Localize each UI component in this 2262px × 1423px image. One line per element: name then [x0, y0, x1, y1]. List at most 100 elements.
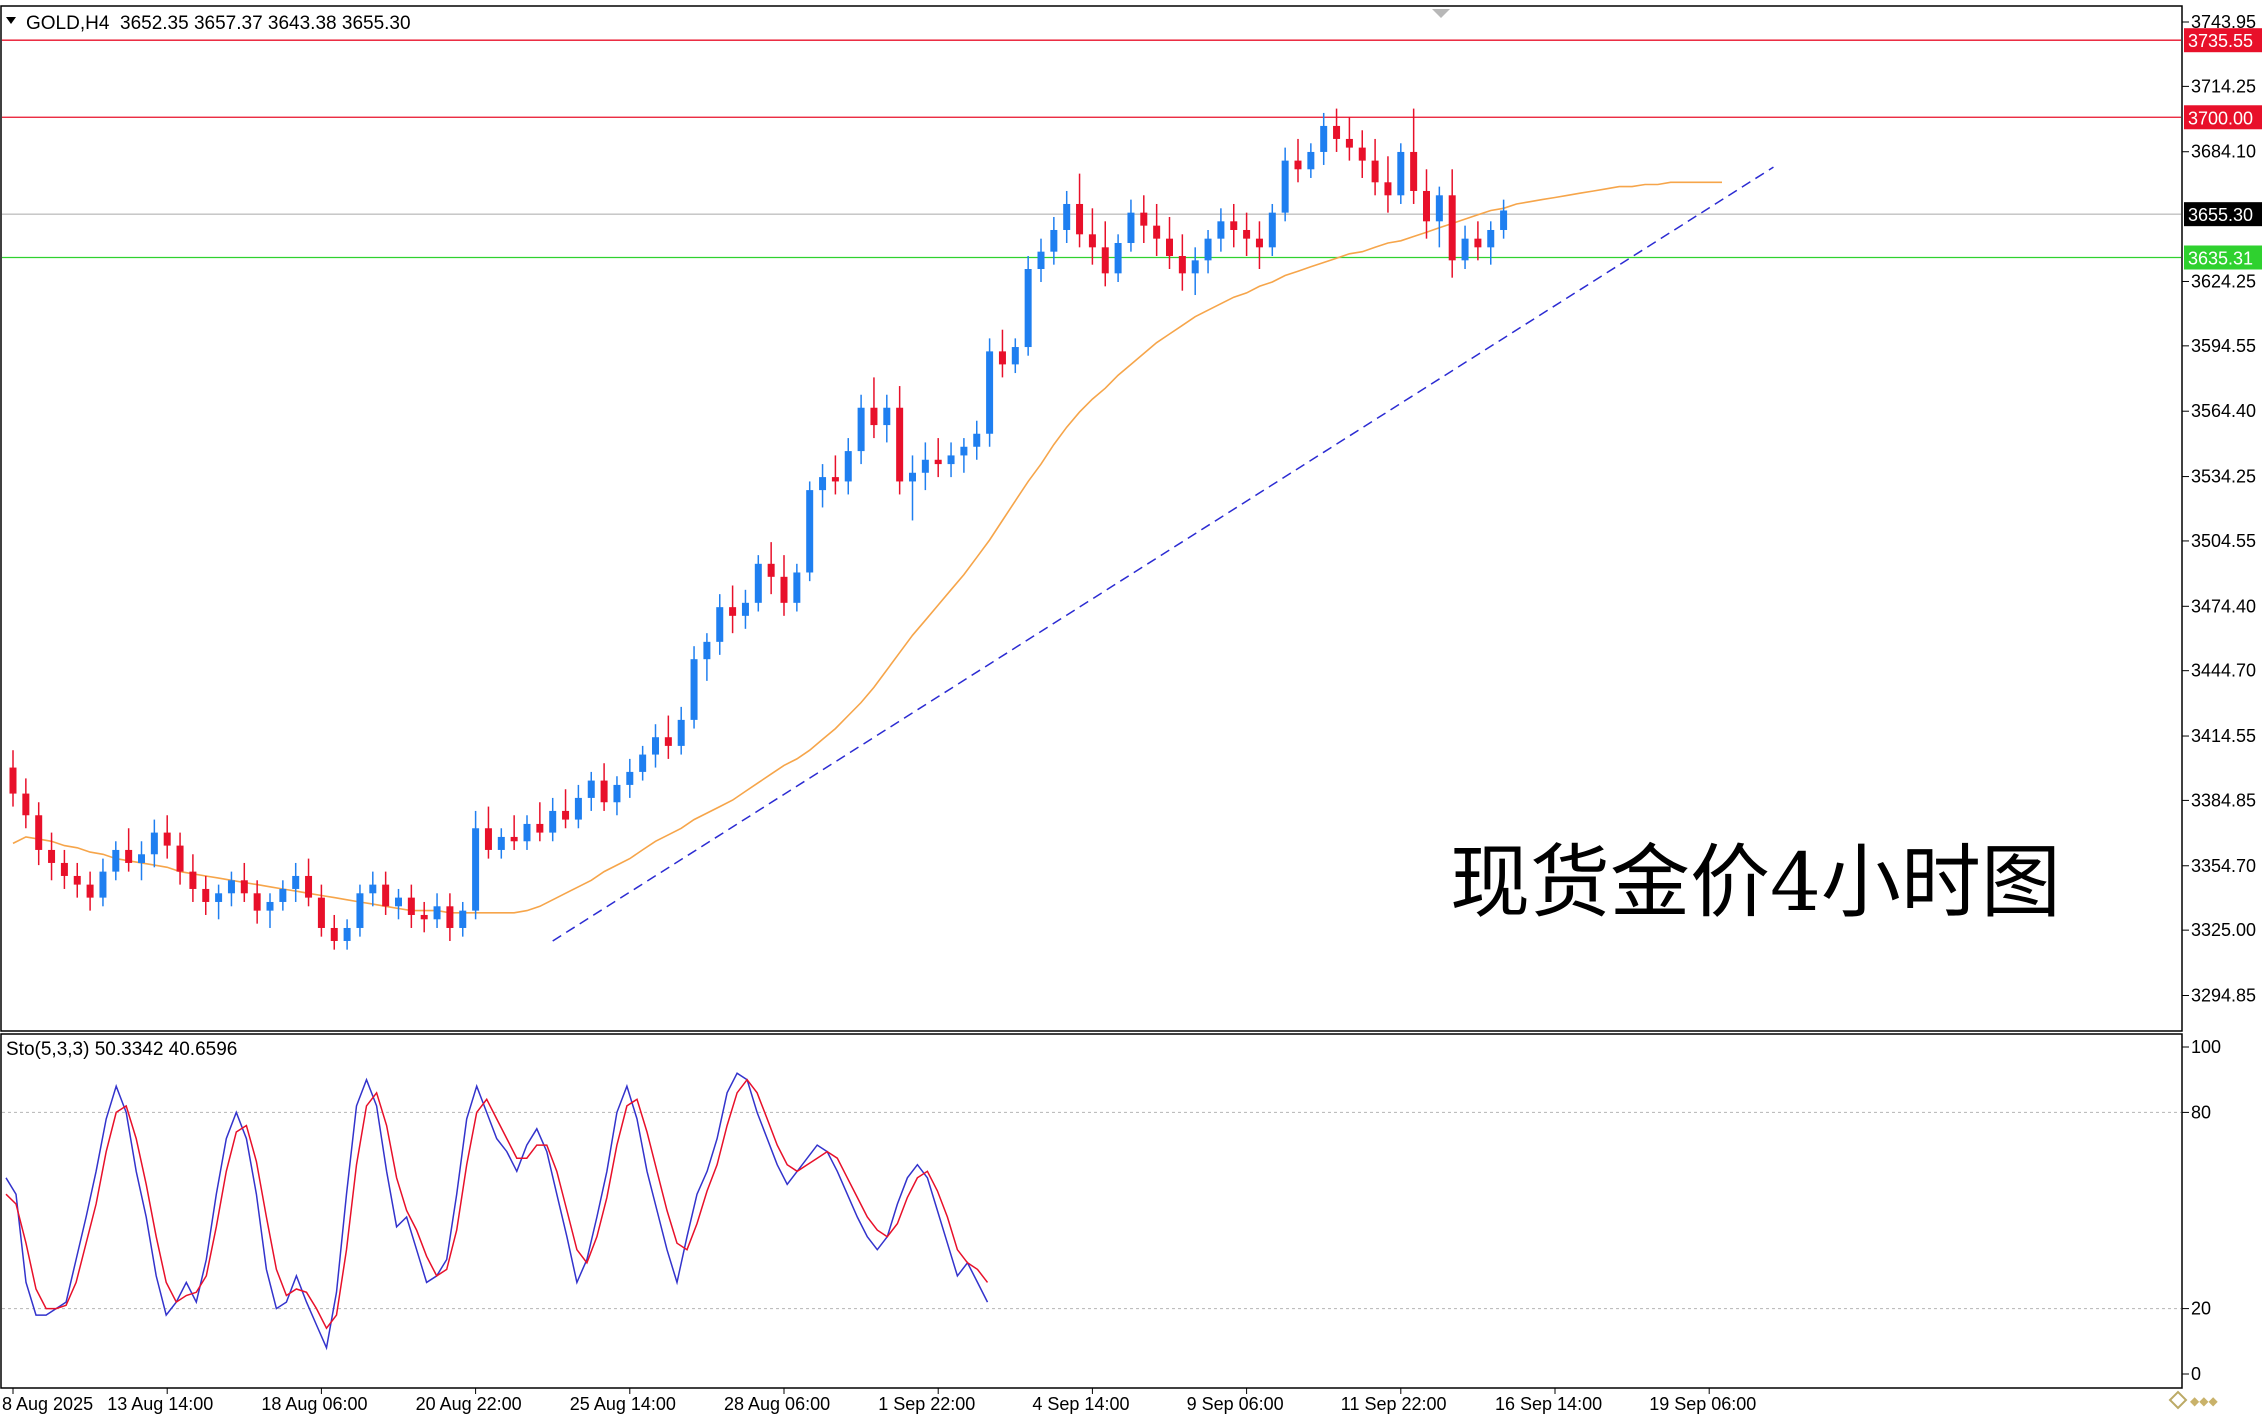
candle [793, 563, 801, 612]
candle [472, 810, 480, 920]
candle [587, 771, 595, 811]
candle-body [921, 459, 929, 473]
candle [831, 455, 839, 495]
candle [1410, 108, 1418, 204]
candle [1307, 143, 1315, 178]
candle [1024, 255, 1032, 356]
candle [86, 871, 94, 911]
candle [1500, 199, 1508, 239]
candle [1140, 195, 1148, 243]
candle-body [1076, 203, 1084, 235]
candle-body [986, 351, 994, 434]
candle-body [1230, 221, 1238, 230]
price-tick-label: 3354.70 [2191, 856, 2256, 876]
price-axis[interactable]: 3735.55 3700.00 3635.31 3655.30 3743.95 3714.… [2182, 12, 2262, 1006]
candle [1076, 173, 1084, 248]
candle-body [857, 407, 865, 452]
sto-label: Sto(5,3,3) 50.3342 40.6596 [6, 1039, 237, 1060]
candle-body [767, 563, 775, 577]
candle-body [176, 845, 184, 872]
price-tick-label: 3743.95 [2191, 12, 2256, 32]
candle [973, 420, 981, 460]
trend-line[interactable] [552, 166, 1774, 942]
price-level-tag-text: 3735.55 [2188, 31, 2253, 51]
candle [754, 555, 762, 612]
candle [459, 901, 467, 937]
candle-body [433, 906, 441, 920]
candle [626, 758, 634, 798]
time-tick-label: 25 Aug 14:00 [570, 1394, 676, 1414]
candle [1050, 216, 1058, 265]
time-axis[interactable]: 8 Aug 2025 13 Aug 14:00 18 Aug 06:00 20 Aug… [2, 1388, 1756, 1414]
candle-body [395, 897, 402, 907]
candle-body [1487, 229, 1495, 248]
candle-body [1358, 147, 1366, 161]
candle [998, 329, 1006, 378]
candle [189, 854, 197, 902]
candle-body [1281, 160, 1289, 213]
price-level-tag [2184, 105, 2262, 130]
candle-body [484, 828, 492, 850]
price-tick-label: 3325.00 [2191, 920, 2256, 940]
candle [1423, 169, 1430, 239]
candle [369, 871, 377, 907]
candle [202, 875, 210, 915]
sto-main-line [5, 1072, 989, 1351]
candle [639, 745, 647, 781]
candle [536, 802, 544, 842]
price-tick-label: 3564.40 [2191, 401, 2256, 421]
candle-body [998, 351, 1006, 365]
broker-logo: ◆◆◆ [2168, 1390, 2218, 1410]
candle [1230, 203, 1238, 248]
candle [330, 914, 338, 950]
candle-body [1114, 242, 1122, 274]
candle [1448, 169, 1456, 278]
price-tick-label: 3624.25 [2191, 271, 2256, 291]
symbol-dropdown-icon[interactable] [6, 17, 16, 24]
candle-body [1204, 238, 1212, 261]
candle [99, 858, 107, 907]
candle-body [459, 910, 467, 928]
candle [9, 750, 17, 807]
candle [484, 806, 492, 859]
candle-body [125, 849, 133, 863]
candle-body [793, 572, 801, 603]
candle-body [86, 884, 94, 898]
candle [292, 862, 300, 902]
candle-body [677, 719, 685, 746]
candle [574, 784, 582, 829]
candle [279, 880, 287, 911]
candle [125, 828, 133, 872]
candle-body [562, 810, 570, 820]
candle [1294, 138, 1302, 183]
candle-body [1435, 195, 1443, 222]
candle-body [690, 659, 698, 720]
candle-body [1050, 229, 1058, 252]
moving-average [12, 181, 1722, 914]
candle [1397, 143, 1405, 204]
candle-body [73, 875, 81, 885]
candle [1474, 221, 1482, 261]
candle [664, 715, 672, 759]
price-tick-label: 3414.55 [2191, 726, 2256, 746]
candle [1333, 108, 1341, 152]
candle [1384, 156, 1392, 213]
candle-body [639, 754, 647, 772]
time-tick-label: 9 Sep 06:00 [1187, 1394, 1284, 1414]
candle [562, 789, 570, 829]
candle-body [973, 433, 981, 447]
scroll-marker-icon[interactable] [1432, 9, 1450, 18]
candle-body [1217, 221, 1225, 239]
candle-body [1320, 125, 1328, 152]
candle [1371, 138, 1379, 196]
price-tick-label: 3714.25 [2191, 76, 2256, 96]
candle-body [99, 871, 107, 898]
candle-body [1268, 212, 1276, 248]
candle-body [382, 884, 390, 907]
candle-body [1037, 251, 1045, 270]
candle-body [1461, 238, 1469, 261]
trend-line-segment[interactable] [552, 166, 1774, 942]
candle-body [510, 836, 518, 842]
candle-body [266, 901, 274, 911]
